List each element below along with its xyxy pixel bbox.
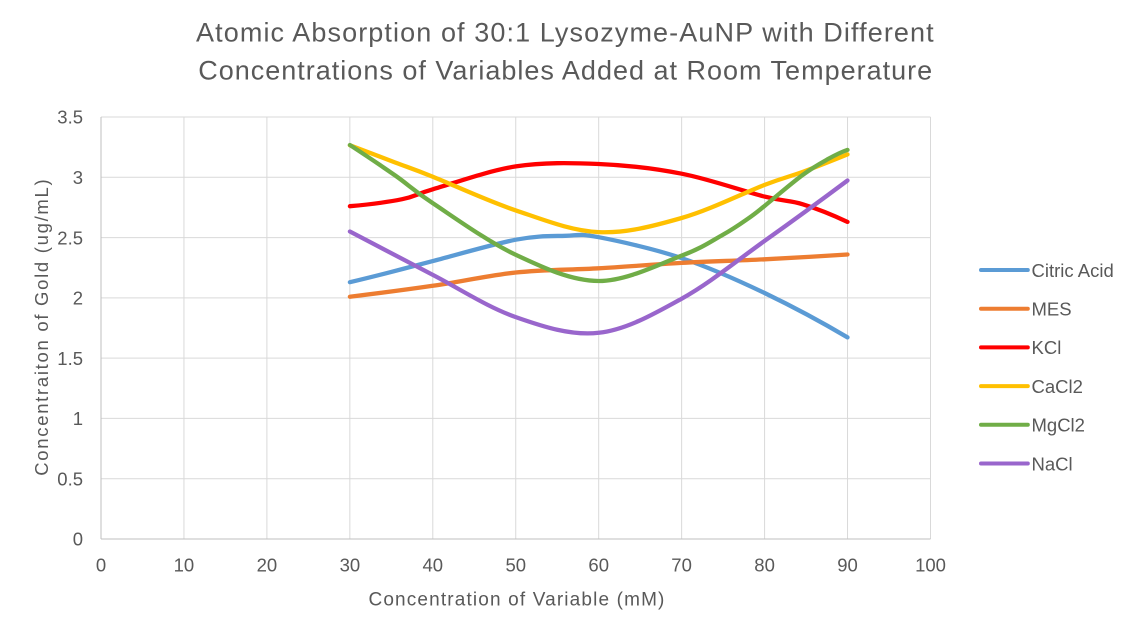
svg-text:0.5: 0.5	[57, 468, 83, 489]
svg-text:30: 30	[340, 554, 361, 575]
svg-text:Concentration of Variable (mM): Concentration of Variable (mM)	[368, 590, 665, 611]
svg-text:90: 90	[837, 554, 858, 575]
svg-text:NaCl: NaCl	[1032, 453, 1073, 474]
svg-text:10: 10	[174, 554, 195, 575]
svg-text:Concentrations of Variables Ad: Concentrations of Variables Added at Roo…	[198, 56, 933, 86]
svg-text:Citric Acid: Citric Acid	[1032, 260, 1114, 281]
svg-text:70: 70	[671, 554, 692, 575]
svg-text:Concentraiton of Gold (ug/mL): Concentraiton of Gold (ug/mL)	[31, 178, 52, 476]
svg-text:1: 1	[73, 408, 83, 429]
svg-text:3: 3	[73, 167, 83, 188]
svg-text:80: 80	[754, 554, 775, 575]
svg-text:1.5: 1.5	[57, 348, 83, 369]
svg-text:60: 60	[588, 554, 609, 575]
svg-text:2: 2	[73, 288, 83, 309]
svg-text:0: 0	[96, 554, 106, 575]
svg-text:0: 0	[73, 529, 83, 550]
svg-text:KCl: KCl	[1032, 337, 1062, 358]
svg-text:2.5: 2.5	[57, 227, 83, 248]
svg-text:50: 50	[506, 554, 527, 575]
svg-text:MgCl2: MgCl2	[1032, 415, 1085, 436]
svg-text:MES: MES	[1032, 299, 1072, 320]
svg-text:100: 100	[915, 554, 946, 575]
svg-text:20: 20	[257, 554, 278, 575]
svg-text:40: 40	[423, 554, 444, 575]
svg-text:Atomic Absorption of 30:1 Lyso: Atomic Absorption of 30:1 Lysozyme-AuNP …	[196, 17, 935, 47]
svg-text:CaCl2: CaCl2	[1032, 376, 1083, 397]
svg-text:3.5: 3.5	[57, 107, 83, 128]
